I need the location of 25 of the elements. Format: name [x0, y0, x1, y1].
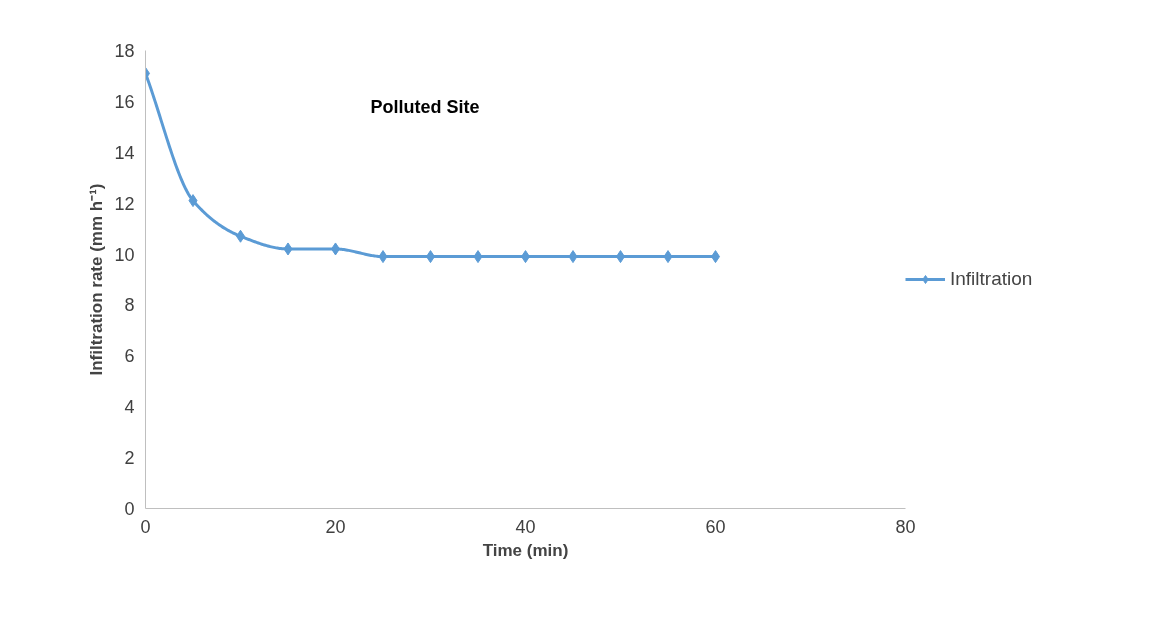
y-tick-label: 14 — [114, 142, 135, 163]
y-tick-label: 12 — [114, 193, 135, 214]
point — [568, 250, 578, 264]
y-axis-title: Infiltration rate (mm h⁻¹) — [87, 183, 107, 376]
text: Polluted Site — [370, 96, 480, 117]
x-tick-label: 60 — [705, 516, 726, 537]
y-tick-label: 10 — [114, 244, 135, 265]
y-tick-label: 4 — [124, 397, 135, 418]
point — [188, 194, 198, 208]
point — [283, 242, 293, 256]
y-tick-label: 16 — [114, 91, 135, 112]
y-tick-label: 6 — [124, 346, 135, 367]
y-tick-label: 0 — [124, 499, 135, 519]
x-tick-label: 20 — [325, 516, 346, 537]
point — [378, 250, 388, 264]
y-tick-label: 18 — [114, 41, 135, 61]
y-tick-label: 2 — [124, 448, 135, 469]
x-tick-label: 80 — [895, 516, 916, 537]
point — [473, 250, 483, 264]
x-axis-title: Time (min) — [482, 540, 569, 560]
y-tick-label: 8 — [124, 295, 135, 316]
x-tick-label: 0 — [140, 516, 151, 537]
x-tick-label: 40 — [515, 516, 536, 537]
legend-label: Infiltration — [950, 268, 1033, 290]
point — [663, 250, 673, 264]
